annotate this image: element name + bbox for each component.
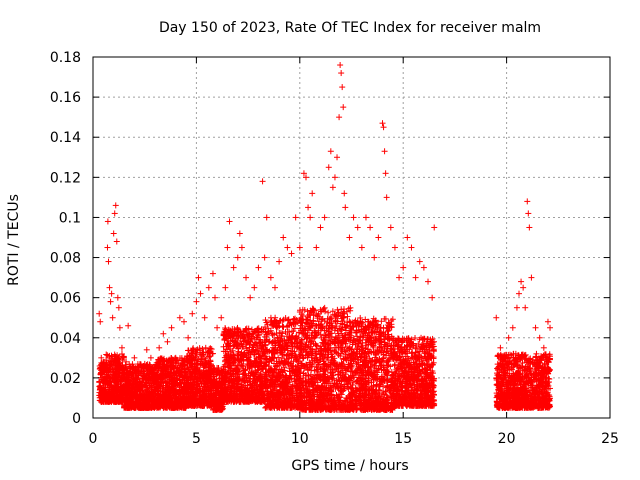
data-point: [113, 389, 120, 396]
data-point: [108, 361, 115, 368]
data-point: [103, 351, 110, 358]
chart-title: Day 150 of 2023, Rate Of TEC Index for r…: [159, 20, 541, 36]
data-point: [110, 357, 117, 364]
data-point: [114, 368, 121, 375]
data-points: [96, 62, 554, 413]
data-point: [290, 328, 297, 335]
data-point: [113, 380, 120, 387]
data-point: [108, 382, 115, 389]
data-point: [325, 309, 332, 316]
data-point: [334, 306, 341, 313]
data-point: [120, 353, 127, 360]
data-point: [115, 355, 122, 362]
data-point: [104, 398, 111, 405]
data-point: [106, 389, 113, 396]
data-point: [106, 354, 113, 361]
data-point: [113, 364, 120, 371]
data-point: [112, 373, 119, 380]
data-point: [105, 386, 112, 393]
data-point: [97, 369, 104, 376]
data-point: [112, 379, 119, 386]
data-point: [112, 387, 119, 394]
data-point: [97, 397, 104, 404]
data-point: [113, 395, 120, 402]
data-point: [109, 366, 116, 373]
data-point: [291, 325, 298, 332]
